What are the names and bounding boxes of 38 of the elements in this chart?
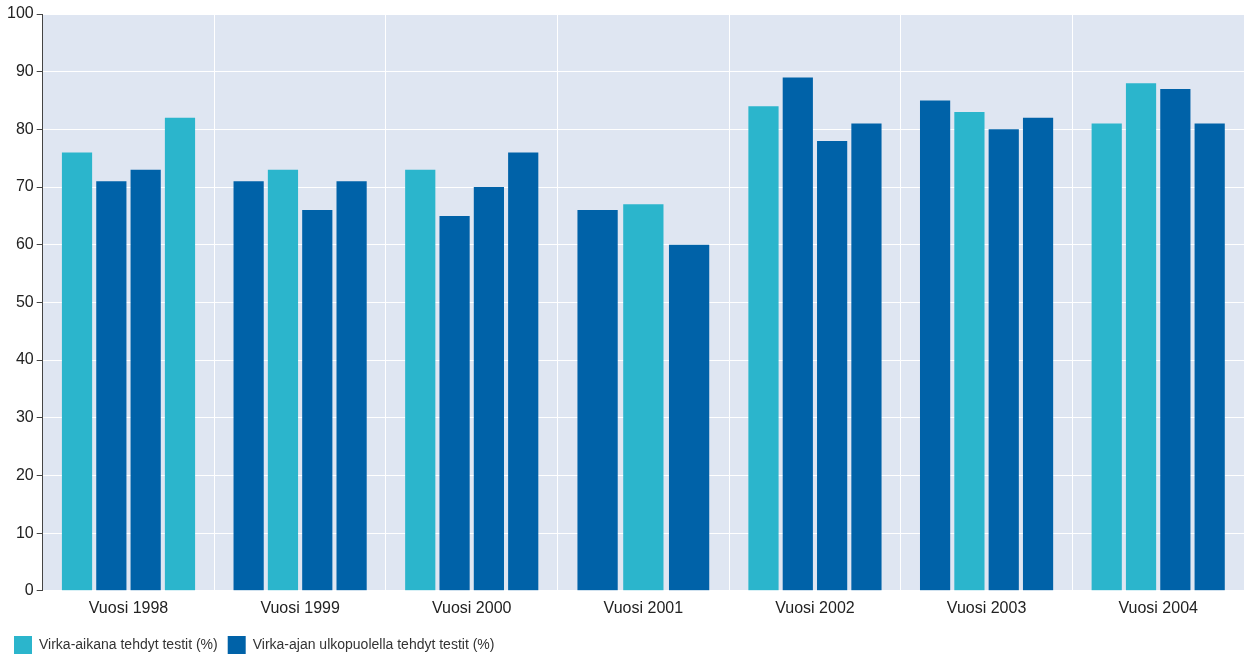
bar (405, 169, 436, 591)
bar (954, 112, 985, 591)
x-tick-label: Vuosi 2002 (775, 598, 855, 616)
bar (302, 210, 333, 591)
y-tick-label: 50 (15, 292, 34, 310)
bar (336, 181, 367, 591)
y-tick-label: 70 (15, 177, 34, 195)
bar (988, 129, 1019, 591)
x-tick-label: Vuosi 2000 (432, 598, 512, 616)
legend-label: Virka-ajan ulkopuolella tehdyt testit (%) (252, 635, 495, 652)
bar (473, 187, 504, 591)
y-tick-label: 100 (6, 4, 34, 22)
x-tick-label: Vuosi 2004 (1118, 598, 1199, 616)
bar (1022, 117, 1054, 591)
y-tick-label: 60 (15, 235, 34, 253)
y-tick-label: 80 (15, 119, 34, 137)
x-tick-label: Vuosi 2003 (946, 598, 1027, 616)
y-tick-label: 90 (15, 62, 34, 80)
x-tick-label: Vuosi 2001 (603, 598, 684, 616)
bar (851, 123, 882, 591)
bar (1125, 83, 1157, 591)
bar (748, 106, 779, 591)
bar (130, 169, 161, 591)
y-tick-label: 10 (15, 523, 34, 541)
bar (508, 152, 539, 591)
y-tick-label: 40 (15, 350, 34, 368)
bar (1091, 123, 1122, 591)
y-tick-label: 0 (24, 581, 34, 599)
bar (817, 140, 848, 591)
x-tick-label: Vuosi 1998 (88, 598, 169, 616)
bar (1194, 123, 1225, 591)
legend-label: Virka-aikana tehdyt testit (%) (39, 635, 218, 652)
y-tick-label: 20 (15, 465, 34, 483)
bar (61, 152, 93, 591)
y-tick-label: 30 (15, 408, 34, 426)
x-tick-label: Vuosi 1999 (260, 598, 340, 616)
bar (267, 169, 299, 591)
bar (1160, 88, 1191, 591)
